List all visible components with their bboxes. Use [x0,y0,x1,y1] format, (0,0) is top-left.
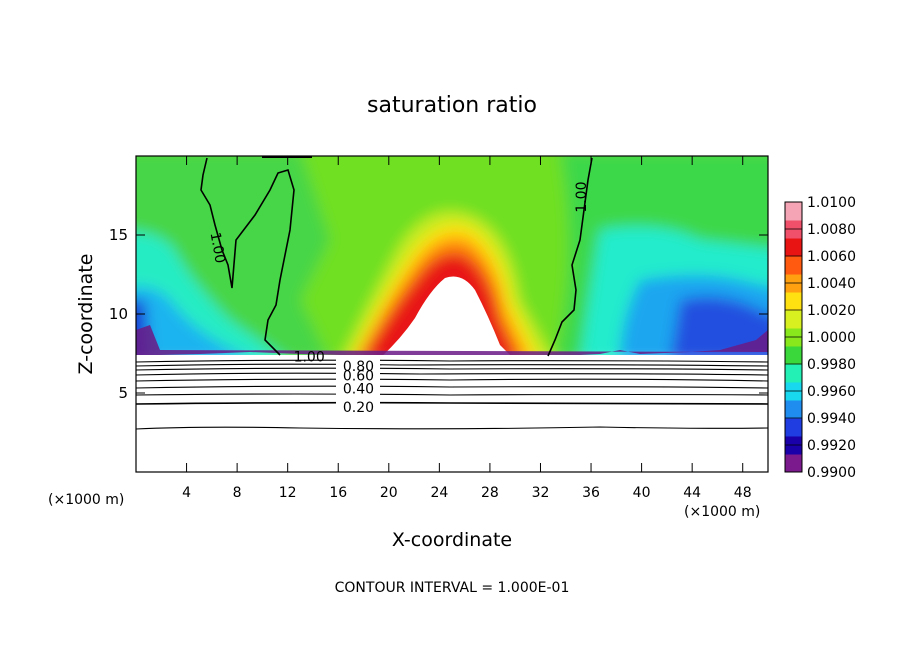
colorbar: 1.0100 1.0080 1.0060 1.0040 1.0020 1.0000 0.99… [784,195,856,481]
colorbar-swatch [785,346,802,365]
x-tick-label: 48 [734,485,752,501]
colorbar-label: 1.0080 [807,222,856,238]
colorbar-label: 0.9920 [807,438,856,454]
colorbar-swatch [785,364,802,383]
chart-title: saturation ratio [367,93,537,118]
y-tick-label: 10 [109,305,128,323]
unsaturated-dome [378,276,515,360]
colorbar-label: 1.0040 [807,276,856,292]
x-tick-label: 28 [481,485,499,501]
y-tick-label: 5 [118,384,128,402]
colorbar-swatch [785,418,802,437]
x-tick-label: 44 [683,485,701,501]
colorbar-label: 1.0100 [807,195,856,211]
colorbar-swatch [785,400,802,419]
colorbar-label: 1.0020 [807,303,856,319]
x-axis-label: X-coordinate [392,529,512,551]
contour-interval-note: CONTOUR INTERVAL = 1.000E-01 [335,580,570,596]
colorbar-label: 1.0060 [807,249,856,265]
lower-contours [136,359,768,430]
x-tick-label: 40 [633,485,651,501]
x-unit-right: (×1000 m) [684,504,760,520]
contour-label: 0.40 [343,381,374,397]
x-tick-label: 32 [532,485,550,501]
colorbar-label: 0.9940 [807,411,856,427]
contour-label: 0.80 [343,359,374,375]
colorbar-label: 0.9900 [807,465,856,481]
colorbar-swatch [785,454,802,473]
x-tick-label: 8 [233,485,242,501]
colorbar-swatch [785,310,802,329]
colorbar-label: 0.9960 [807,384,856,400]
contour-1-00-left [200,157,295,356]
contour-lines [200,156,593,357]
y-axis-ticks: 5 10 15 [109,226,768,402]
x-unit-left: (×1000 m) [48,492,124,508]
contour-1-00-right [547,157,593,357]
x-tick-label: 12 [279,485,297,501]
contour-label: 1.00 [574,181,590,212]
contour-labels: 1.00 1.00 1.00 0.800.600.40 0.20 [207,181,590,416]
colorbar-label: 0.9980 [807,357,856,373]
contour-label: 0.60 [343,369,374,385]
x-tick-label: 24 [430,485,448,501]
colorbar-swatch [785,256,802,275]
colorbar-swatch [785,292,802,311]
y-tick-label: 15 [109,226,128,244]
contour-label: 1.00 [207,231,228,264]
x-tick-label: 20 [380,485,398,501]
x-axis-ticks: 4 8 12 16 20 24 28 32 36 40 44 48 [182,156,752,501]
x-tick-label: 16 [329,485,347,501]
x-tick-label: 4 [182,485,191,501]
colorbar-swatch [785,202,802,221]
colorbar-swatch [785,238,802,257]
y-axis-label: Z-coordinate [75,254,97,375]
plot-area: 1.00 1.00 1.00 0.800.600.40 0.20 [135,155,769,473]
saturation-field [136,156,768,362]
x-tick-label: 36 [582,485,600,501]
colorbar-label: 1.0000 [807,330,856,346]
contour-label: 0.20 [343,400,374,416]
contour-label: 1.00 [294,350,325,366]
